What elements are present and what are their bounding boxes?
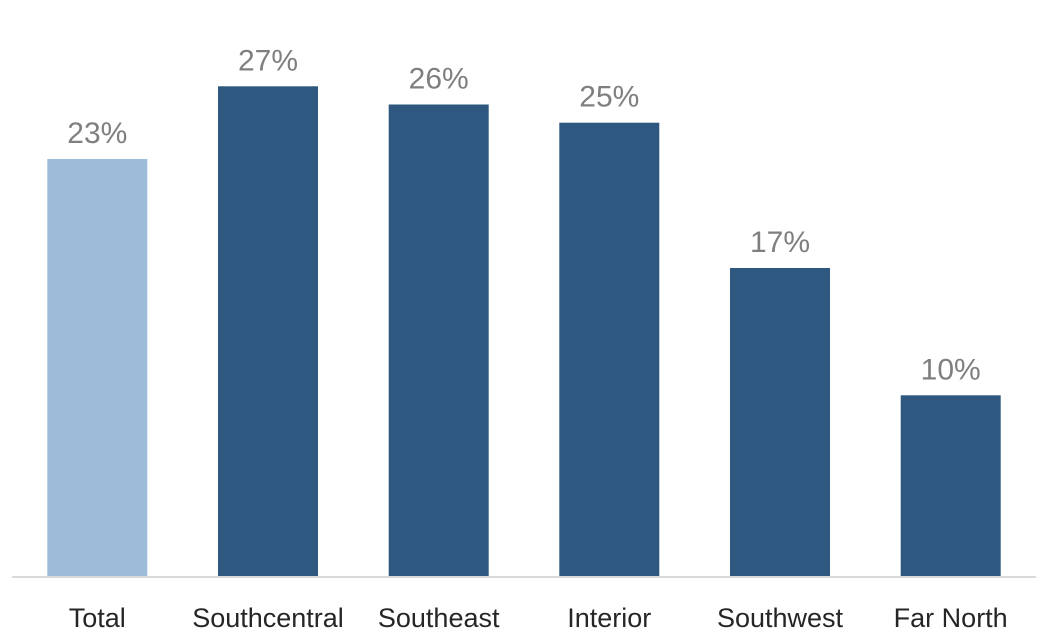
category-label-southcentral: Southcentral bbox=[192, 603, 344, 633]
bar-southeast bbox=[388, 104, 489, 577]
category-label-total: Total bbox=[69, 603, 126, 633]
bar-far-north bbox=[900, 395, 1001, 577]
value-label-southwest: 17% bbox=[750, 226, 810, 259]
bar-southwest bbox=[730, 268, 830, 577]
value-label-far-north: 10% bbox=[921, 353, 981, 386]
value-label-interior: 25% bbox=[579, 81, 639, 114]
category-labels-layer: Total Southcentral Southeast Interior Southw… bbox=[69, 603, 1008, 633]
bar-southcentral bbox=[218, 86, 318, 578]
value-label-total: 23% bbox=[67, 117, 127, 150]
category-label-southwest: Southwest bbox=[717, 603, 844, 633]
category-label-southeast: Southeast bbox=[378, 603, 500, 633]
value-label-southcentral: 27% bbox=[238, 44, 298, 77]
category-label-interior: Interior bbox=[567, 603, 651, 633]
bar-total bbox=[47, 159, 148, 577]
bar-interior bbox=[559, 122, 660, 577]
bars-layer bbox=[47, 86, 1001, 578]
value-label-southeast: 26% bbox=[409, 63, 469, 96]
category-label-far-north: Far North bbox=[894, 603, 1008, 633]
value-labels-layer: 23% 27% 26% 25% 17% 10% bbox=[67, 44, 980, 386]
